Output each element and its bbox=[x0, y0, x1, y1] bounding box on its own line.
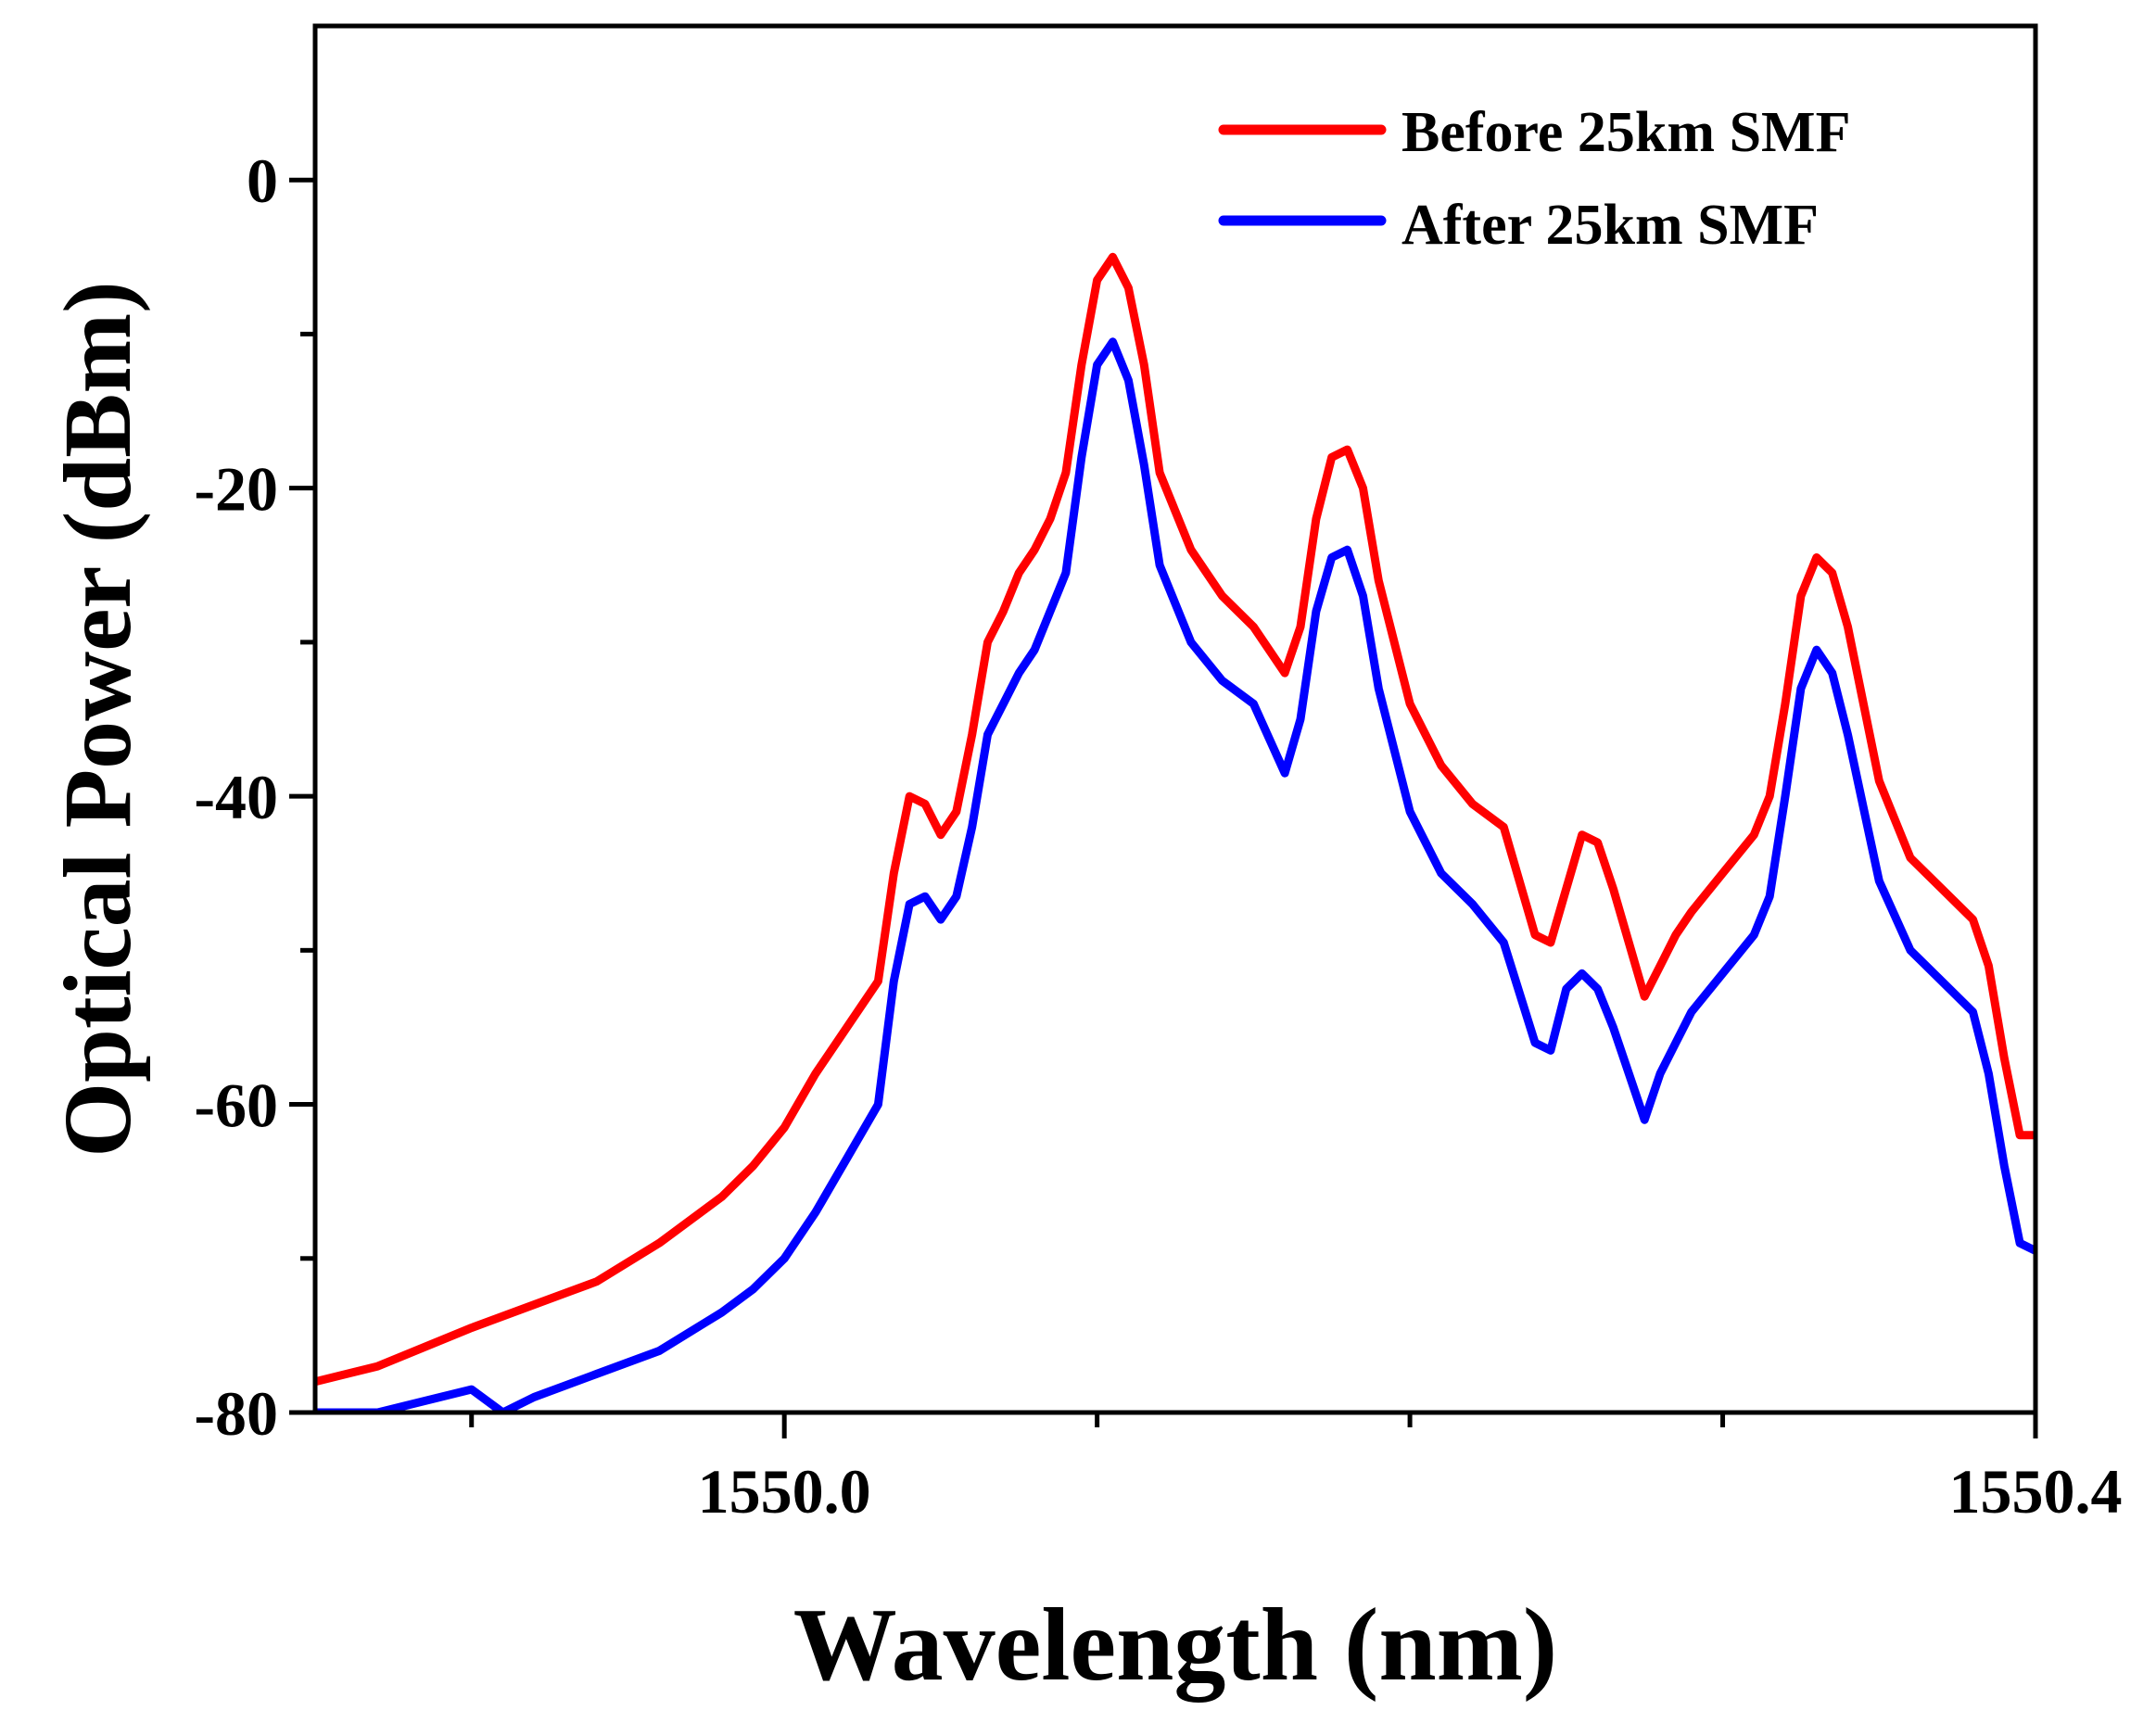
series-line-before-25km-smf bbox=[315, 252, 2036, 1387]
y-tick-label: -20 bbox=[194, 454, 278, 525]
x-tick-label: 1550.0 bbox=[698, 1456, 871, 1527]
y-tick-label: -60 bbox=[194, 1071, 278, 1141]
y-tick-label: -80 bbox=[194, 1378, 278, 1449]
axis-ticks bbox=[289, 177, 2038, 1438]
series-line-after-25km-smf bbox=[315, 337, 2036, 1413]
series-layer bbox=[315, 252, 2036, 1413]
y-axis-title: Optical Power (dBm) bbox=[44, 281, 151, 1158]
plot-frame bbox=[312, 23, 2038, 1415]
x-tick-label: 1550.4 bbox=[1949, 1456, 2123, 1527]
y-tick-label: 0 bbox=[247, 146, 278, 216]
axis-tick-labels: 1550.0 1550.4 -80 -60 -40 -20 0 bbox=[194, 146, 2122, 1527]
x-axis-title: Wavelength (nm) bbox=[793, 1588, 1557, 1703]
legend-label-before: Before 25km SMF bbox=[1401, 101, 1850, 164]
legend: Before 25km SMF After 25km SMF bbox=[1218, 101, 1850, 257]
y-tick-label: -40 bbox=[194, 762, 278, 832]
legend-label-after: After 25km SMF bbox=[1401, 194, 1819, 257]
